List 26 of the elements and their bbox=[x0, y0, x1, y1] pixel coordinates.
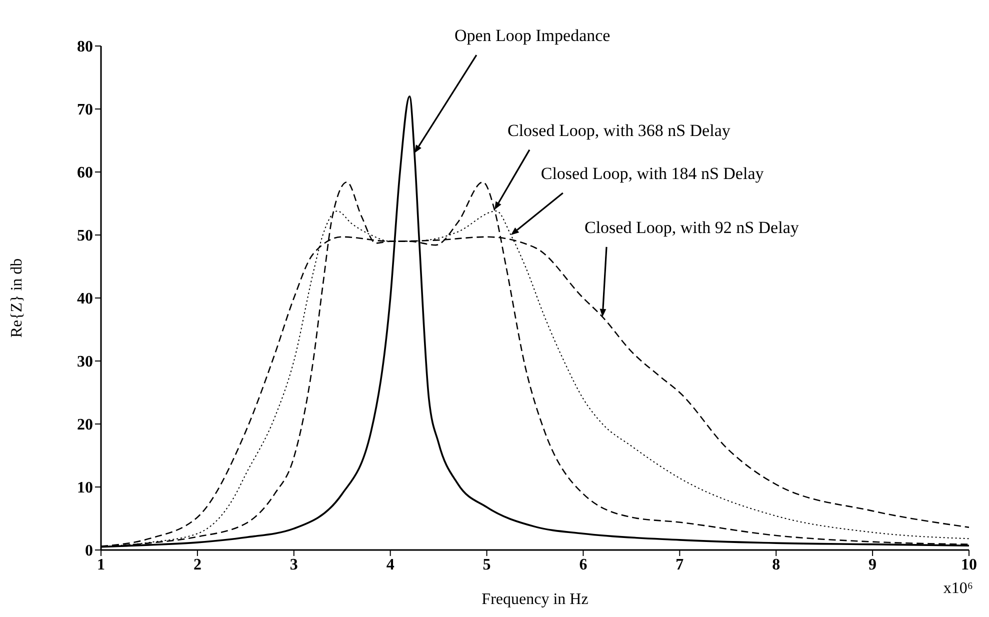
x-tick-label: 10 bbox=[961, 556, 977, 574]
x-tick-label: 2 bbox=[193, 556, 202, 574]
x-tick-label: 4 bbox=[386, 556, 394, 574]
text: Closed Loop, with 184 nS Delay bbox=[540, 164, 764, 183]
x-tick-label: 5 bbox=[482, 556, 491, 574]
y-tick-label: 0 bbox=[85, 542, 93, 560]
x-tick-label: 8 bbox=[772, 556, 780, 574]
x-tick-label: 3 bbox=[290, 556, 298, 574]
y-tick-label: 20 bbox=[77, 416, 93, 434]
y-tick-label: 40 bbox=[77, 290, 93, 308]
x-tick-label: 9 bbox=[868, 556, 877, 574]
text: Closed Loop, with 92 nS Delay bbox=[584, 218, 800, 237]
y-tick-label: 70 bbox=[77, 102, 93, 119]
x-axis-title: Frequency in Hz bbox=[482, 591, 588, 608]
text: Open Loop Impedance bbox=[454, 26, 610, 46]
x-tick-label: 6 bbox=[579, 556, 588, 574]
y-tick-label: 30 bbox=[77, 354, 93, 371]
x-tick-label: 1 bbox=[97, 556, 105, 574]
text: Closed Loop, with 368 nS Delay bbox=[507, 120, 731, 140]
x-tick-label: 7 bbox=[676, 556, 684, 574]
y-tick-label: 80 bbox=[77, 38, 93, 56]
y-tick-label: 60 bbox=[77, 164, 93, 182]
y-tick-label: 50 bbox=[77, 228, 93, 245]
y-axis-title: Re{Z} in db bbox=[8, 258, 26, 338]
text: x10⁶ bbox=[943, 580, 973, 598]
y-tick-label: 10 bbox=[77, 480, 93, 497]
